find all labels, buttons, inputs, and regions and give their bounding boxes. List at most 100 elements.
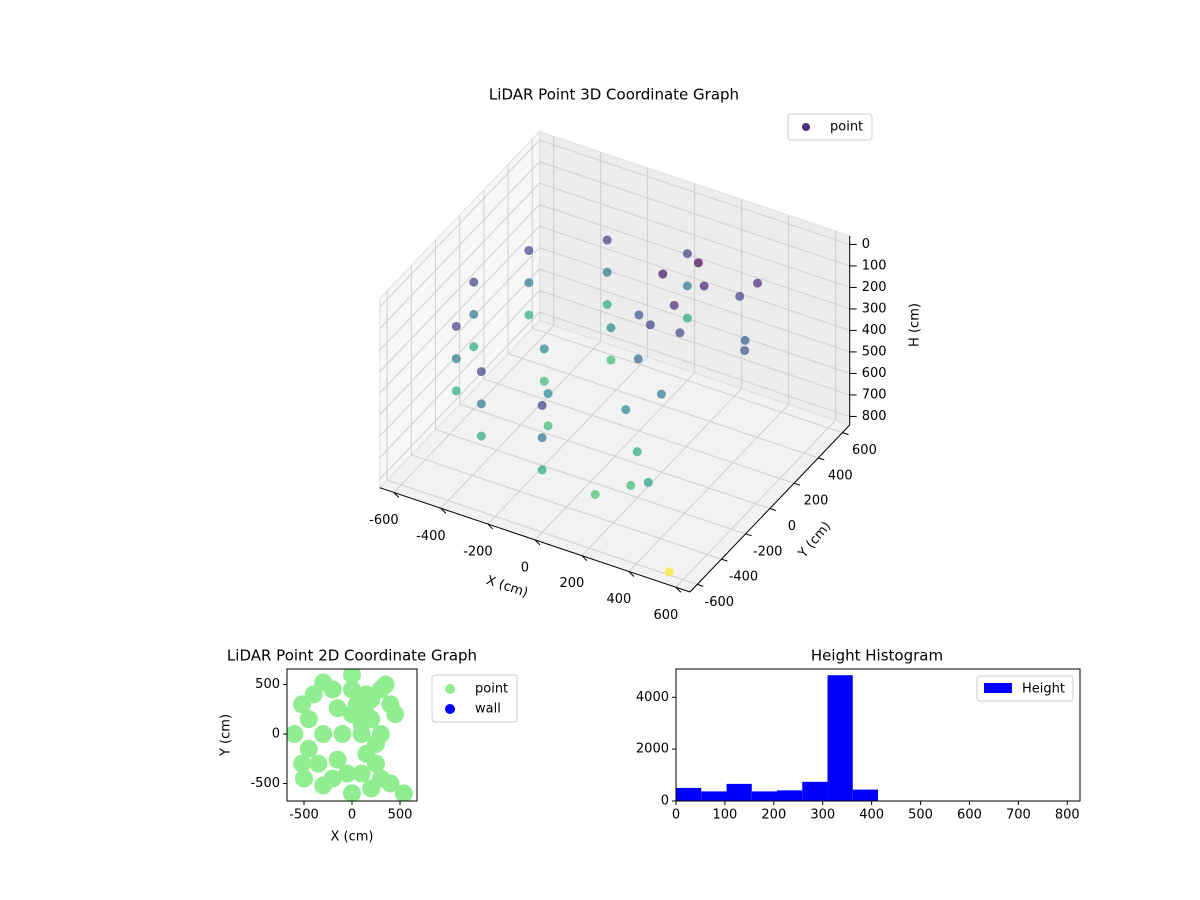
point: [352, 725, 371, 744]
legend-label: point: [475, 682, 508, 697]
x-axis-line: [379, 487, 691, 593]
legend-label: point: [830, 120, 863, 135]
x-tick: [393, 492, 400, 498]
point: [632, 447, 642, 457]
point: [606, 323, 616, 333]
point: [386, 705, 405, 724]
y-tick-label: 4000: [636, 690, 669, 705]
h-tick-label: 500: [862, 344, 887, 359]
x-tick-label: 100: [712, 808, 737, 823]
grid-line: [539, 161, 850, 267]
y-axis-line: [689, 424, 851, 593]
chart-title: LiDAR Point 3D Coordinate Graph: [489, 86, 739, 104]
x-tick: [675, 586, 682, 593]
grid-line: [539, 268, 850, 374]
x-tick-label: 800: [1055, 808, 1080, 823]
grid-line: [459, 403, 771, 509]
bar: [676, 787, 702, 801]
point: [309, 754, 328, 773]
x-tick-label: 500: [388, 808, 413, 823]
x-tick: [534, 539, 541, 546]
legend-marker: [445, 704, 455, 714]
legend-box: [787, 113, 873, 141]
point: [735, 291, 745, 301]
y-tick-label: -600: [705, 595, 735, 610]
point: [643, 477, 653, 487]
legend-marker: [984, 683, 1012, 693]
y-tick: [818, 457, 825, 461]
x-tick: [581, 555, 588, 562]
point: [606, 355, 616, 365]
y-tick-label: 0: [788, 519, 796, 534]
point: [590, 489, 600, 499]
x-tick: [628, 571, 635, 577]
point: [602, 267, 612, 277]
point: [328, 750, 347, 769]
point: [539, 344, 549, 354]
point: [451, 386, 461, 396]
grid-line: [435, 429, 746, 535]
grid-line: [539, 225, 850, 331]
x-tick-label: 200: [559, 576, 584, 591]
point: [621, 405, 631, 415]
y-tick-label: 500: [255, 677, 280, 692]
x-tick-label: -600: [369, 513, 399, 528]
x-tick-label: -200: [463, 545, 493, 560]
point: [524, 310, 534, 320]
point: [338, 764, 357, 783]
point: [293, 754, 312, 773]
grid-line: [379, 182, 540, 351]
point: [675, 328, 685, 338]
grid-line: [379, 161, 540, 329]
point: [343, 669, 361, 684]
x-axis-label: X (cm): [331, 830, 374, 845]
point: [294, 769, 313, 788]
y-tick-label: -500: [250, 776, 280, 791]
y-tick: [769, 508, 777, 511]
h-tick-label: 700: [862, 387, 887, 402]
bar: [751, 791, 777, 801]
point: [740, 335, 750, 345]
x-tick-label: 500: [908, 808, 933, 823]
point: [753, 278, 763, 288]
point: [626, 480, 636, 490]
x-tick-label: 700: [1006, 808, 1031, 823]
point: [352, 764, 371, 783]
point: [602, 235, 612, 245]
point: [362, 779, 381, 798]
point: [740, 346, 750, 356]
bar: [777, 790, 803, 801]
x-tick-label: 0: [348, 808, 356, 823]
point: [658, 269, 668, 279]
h-tick-label: 0: [862, 237, 870, 252]
point: [323, 769, 342, 788]
grid-line: [379, 225, 540, 394]
point: [469, 309, 479, 319]
point: [451, 354, 461, 364]
x-tick-label: 400: [606, 592, 631, 607]
y-tick-label: 2000: [636, 742, 669, 757]
point: [539, 376, 549, 386]
grid-line: [386, 479, 698, 585]
y-tick: [721, 558, 728, 562]
grid-line: [379, 247, 540, 415]
point: [669, 300, 679, 310]
y-axis-label: Y (cm): [219, 714, 234, 757]
y-tick-label: -200: [753, 544, 783, 559]
y-tick: [697, 583, 704, 587]
point: [343, 784, 361, 801]
point: [537, 433, 547, 443]
point: [304, 685, 323, 704]
grid-line: [483, 378, 795, 484]
point: [299, 739, 318, 758]
y-tick-label: 0: [272, 727, 280, 742]
point: [476, 399, 486, 409]
point: [333, 725, 352, 744]
point: [543, 389, 553, 399]
h-tick-label: 100: [862, 258, 887, 273]
point: [543, 421, 553, 431]
grid-line: [539, 311, 850, 417]
h-tick-label: 400: [862, 323, 887, 338]
